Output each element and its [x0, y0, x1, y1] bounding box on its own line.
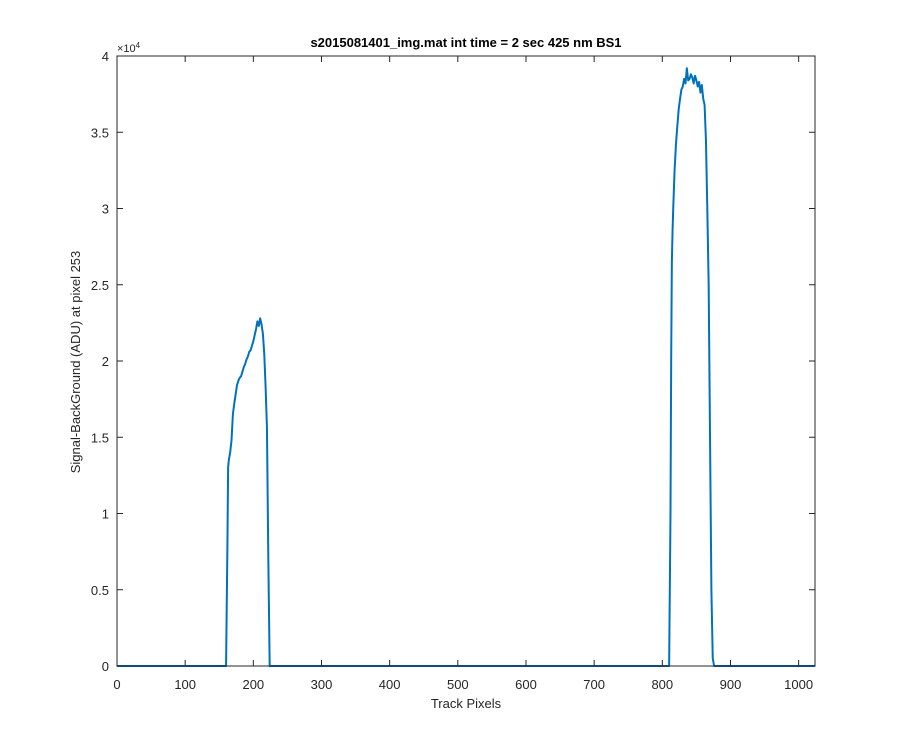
plot-background	[117, 56, 815, 666]
x-tick-label-1: 100	[174, 677, 196, 692]
chart-title: s2015081401_img.mat int time = 2 sec 425…	[310, 35, 621, 50]
x-tick-label-7: 700	[583, 677, 605, 692]
y-axis-exponent: ×104	[117, 41, 141, 55]
y-axis-label: Signal-BackGround (ADU) at pixel 253	[68, 251, 83, 474]
y-tick-label-7: 3.5	[91, 125, 109, 140]
x-axis-label: Track Pixels	[431, 696, 502, 711]
y-tick-label-2: 1	[102, 507, 109, 522]
y-tick-label-4: 2	[102, 354, 109, 369]
x-tick-label-10: 1000	[784, 677, 813, 692]
x-tick-label-9: 900	[720, 677, 742, 692]
y-axis-exponent-base: ×10	[117, 43, 136, 55]
x-tick-label-3: 300	[311, 677, 333, 692]
x-tick-label-4: 400	[379, 677, 401, 692]
y-tick-label-5: 2.5	[91, 278, 109, 293]
y-tick-label-8: 4	[102, 49, 109, 64]
x-tick-label-0: 0	[113, 677, 120, 692]
y-tick-label-3: 1.5	[91, 430, 109, 445]
x-tick-label-8: 800	[651, 677, 673, 692]
y-axis-exponent-power: 4	[136, 41, 141, 50]
plot-area: 0 100 200 300 400 500 600 700 800 900 1000 0 0.5 1 1.5…	[91, 49, 816, 692]
x-tick-label-5: 500	[447, 677, 469, 692]
x-tick-label-2: 200	[242, 677, 264, 692]
y-tick-label-0: 0	[102, 659, 109, 674]
x-tick-label-6: 600	[515, 677, 537, 692]
y-tick-label-1: 0.5	[91, 583, 109, 598]
y-tick-label-6: 3	[102, 202, 109, 217]
